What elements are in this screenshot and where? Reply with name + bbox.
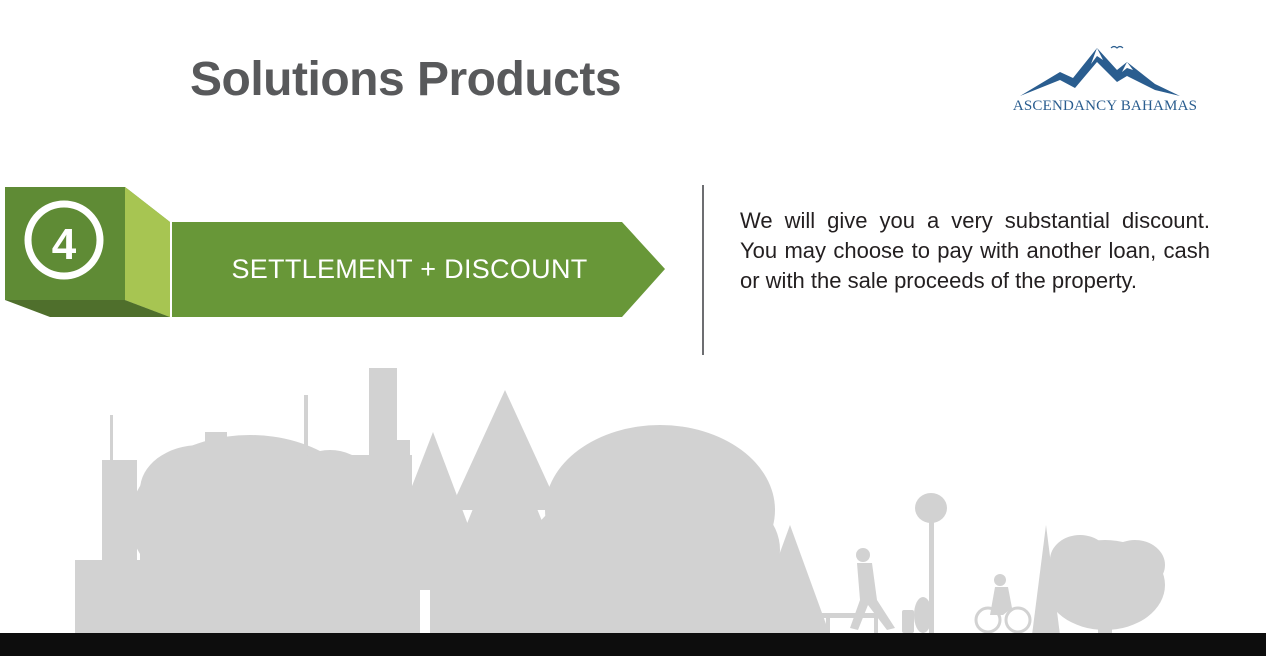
step-label: SETTLEMENT + DISCOUNT bbox=[231, 254, 588, 284]
skyline-illustration bbox=[75, 368, 1165, 635]
ground-bar bbox=[0, 633, 1266, 656]
description-text: We will give you a very substantial disc… bbox=[740, 208, 1210, 293]
divider bbox=[702, 185, 704, 355]
step-banner: 4 SETTLEMENT + DISCOUNT bbox=[0, 182, 680, 327]
mountain-icon bbox=[1020, 45, 1180, 96]
page-title: Solutions Products bbox=[190, 53, 622, 106]
logo-text: ASCENDANCY BAHAMAS bbox=[1012, 98, 1198, 114]
logo: ASCENDANCY BAHAMAS bbox=[1005, 40, 1205, 120]
step-number: 4 bbox=[51, 220, 77, 269]
step-shape bbox=[5, 187, 665, 317]
